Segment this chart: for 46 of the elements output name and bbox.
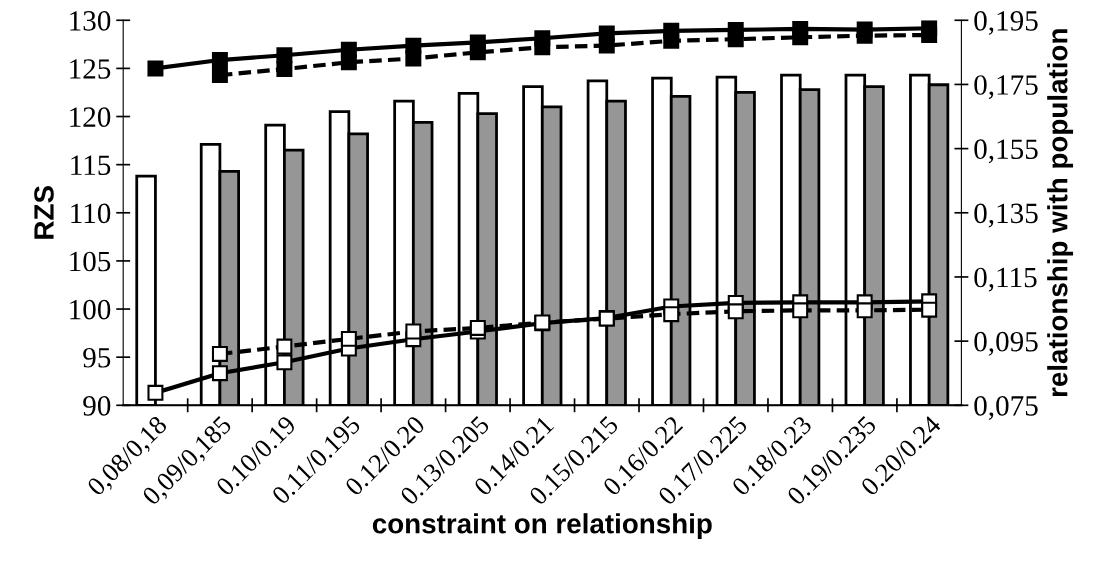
x-axis-title: constraint on relationship [372, 513, 712, 540]
point [340, 54, 357, 71]
y2-tick-label: 0,155 [974, 139, 1038, 164]
y-tick-label: 115 [71, 155, 111, 176]
y-tick-label: 130 [70, 10, 111, 31]
point [147, 384, 164, 401]
y-tick-label: 100 [70, 299, 111, 320]
point [147, 60, 164, 77]
point [792, 302, 809, 319]
y-tick-label: 110 [71, 203, 111, 224]
point [276, 61, 293, 78]
point [856, 302, 873, 319]
y-tick-label: 95 [83, 347, 111, 368]
point [663, 306, 680, 323]
point [921, 301, 938, 318]
point [598, 37, 615, 54]
y2-tick-label: 0,115 [974, 267, 1037, 292]
point [856, 27, 873, 44]
y2-tick-label: 0,135 [974, 203, 1038, 228]
point [921, 27, 938, 44]
y2-tick-label: 0,095 [974, 331, 1038, 356]
point [340, 330, 357, 347]
y2-tick-label: 0,175 [974, 75, 1038, 100]
point [211, 365, 228, 382]
point [211, 345, 228, 362]
point [405, 50, 422, 67]
y2-tick-label: 0,075 [974, 396, 1038, 420]
point [727, 303, 744, 320]
y-tick-label: 90 [83, 396, 111, 416]
y-axis-title: RZS [34, 186, 54, 239]
point [276, 354, 293, 371]
point [792, 29, 809, 46]
point [727, 31, 744, 48]
point [534, 39, 551, 56]
y-tick-label: 125 [70, 59, 111, 79]
y-tick-label: 120 [70, 107, 111, 127]
y2-axis-title: relationship with population [1047, 29, 1074, 397]
y2-tick-label: 0,195 [974, 10, 1038, 35]
point [211, 67, 228, 84]
point [276, 338, 293, 355]
point [469, 319, 486, 336]
point [663, 32, 680, 49]
y-tick-label: 105 [70, 251, 111, 272]
point [211, 52, 228, 69]
point [405, 323, 422, 340]
point [469, 44, 486, 61]
